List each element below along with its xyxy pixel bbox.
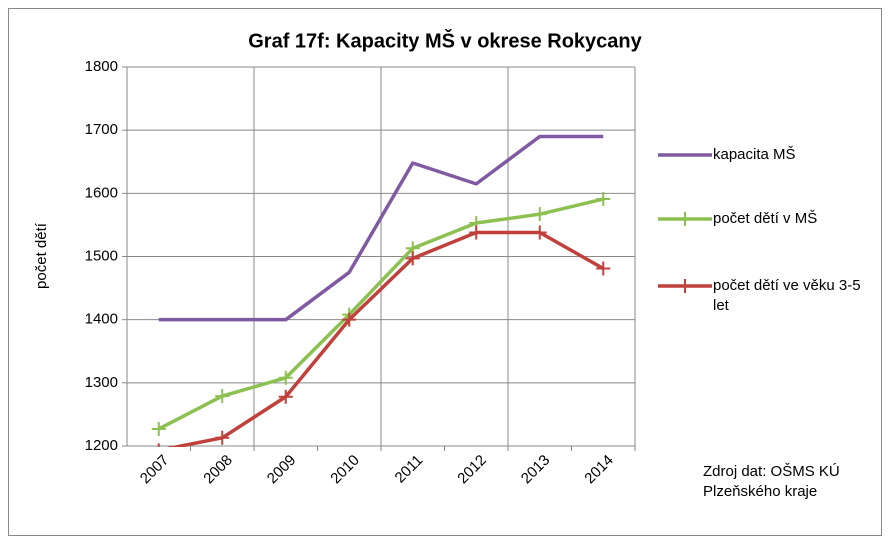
- chart-title: Graf 17f: Kapacity MŠ v okrese Rokycany: [248, 28, 642, 52]
- marker: [157, 443, 160, 447]
- series-line: [158, 134, 604, 322]
- y-tick-label: 1200: [85, 437, 118, 454]
- legend-label: počet dětí v MŠ: [713, 210, 818, 227]
- series-line: [166, 230, 605, 447]
- chart-border: [8, 8, 882, 536]
- plot-area: [151, 134, 611, 447]
- source-line: Zdroj dat: OŠMS KÚ: [703, 463, 840, 480]
- marker: [151, 421, 166, 436]
- y-tick-label: 1300: [85, 374, 118, 391]
- marker: [215, 389, 230, 404]
- y-tick-label: 1600: [85, 184, 118, 201]
- marker: [596, 192, 611, 207]
- marker: [596, 261, 611, 276]
- legend-marker: [678, 279, 692, 293]
- y-tick-label: 1700: [85, 121, 118, 138]
- source: Zdroj dat: OŠMS KÚ Plzeňského kraje: [703, 462, 883, 502]
- marker: [405, 251, 420, 266]
- source-line: Plzeňského kraje: [703, 483, 818, 500]
- y-axis-title: počet dětí: [33, 222, 50, 289]
- series-line: [157, 197, 604, 431]
- y-tick-label: 1400: [85, 311, 118, 328]
- legend-label: kapacita MŠ: [713, 146, 796, 163]
- marker: [532, 207, 547, 222]
- legend-label: počet dětí ve věku 3-5 let: [713, 277, 861, 314]
- marker: [278, 370, 293, 385]
- marker: [469, 225, 484, 240]
- y-tick-label: 1800: [85, 58, 118, 75]
- y-tick-label: 1500: [85, 247, 118, 264]
- marker: [215, 430, 230, 445]
- legend-marker: [678, 212, 692, 226]
- marker: [342, 312, 357, 327]
- marker: [532, 225, 547, 240]
- marker: [278, 389, 293, 404]
